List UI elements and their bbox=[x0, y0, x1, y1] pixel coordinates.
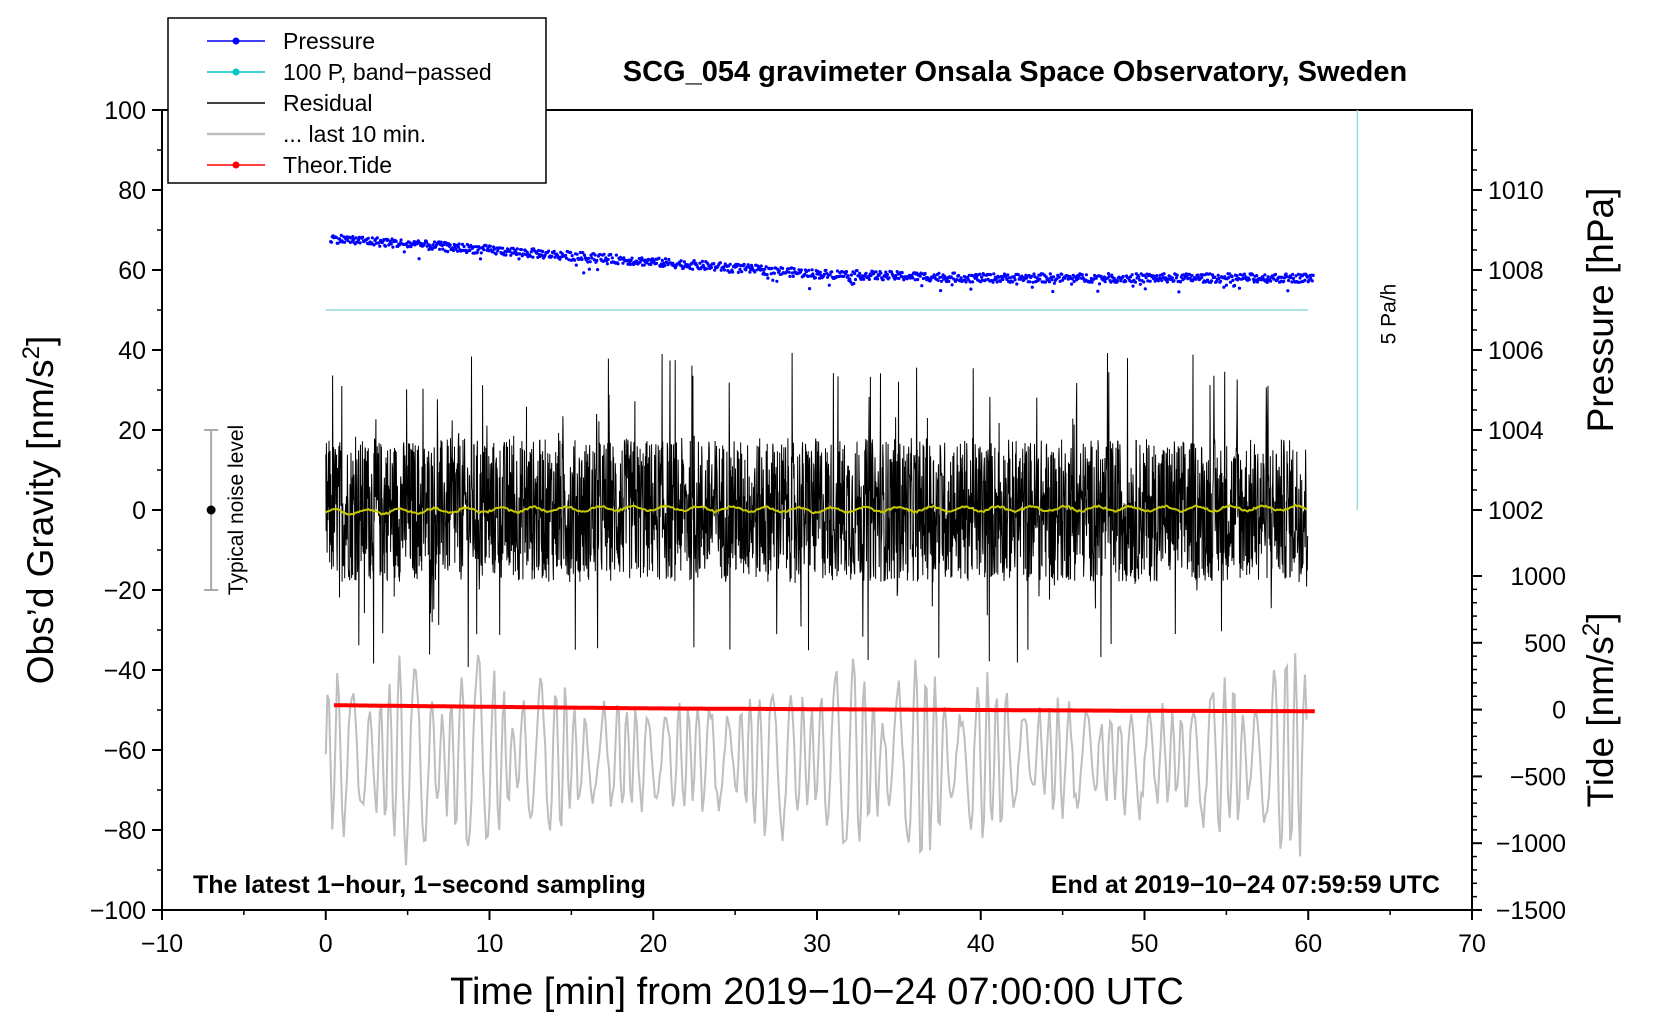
x-tick-label: 20 bbox=[639, 930, 667, 958]
x-axis-label: Time [min] from 2019−10−24 07:00:00 UTC bbox=[450, 971, 1184, 1013]
residual-series bbox=[325, 352, 1309, 668]
noise-level-bar: Typical noise level bbox=[204, 425, 248, 595]
legend-label: 100 P, band−passed bbox=[283, 59, 492, 85]
x-tick-label: 60 bbox=[1294, 930, 1322, 958]
rate-scale: 5 Pa/h bbox=[1356, 110, 1400, 510]
pressure-tick-label: 1004 bbox=[1488, 417, 1544, 445]
y-tick-label: 100 bbox=[104, 97, 146, 125]
legend-marker bbox=[232, 37, 240, 45]
pressure-tick-label: 1002 bbox=[1488, 497, 1544, 525]
last-10-min-line bbox=[324, 653, 1308, 866]
pressure-points bbox=[329, 233, 1315, 294]
y-tick-label: 0 bbox=[132, 497, 146, 525]
tide-tick-label: −500 bbox=[1510, 763, 1566, 791]
y-axis-gravity: −100 −80 −60 −40 −20 0 20 40 60 80 100 bbox=[90, 97, 162, 925]
pressure-tick-label: 1010 bbox=[1488, 177, 1544, 205]
pressure-axis-label: Pressure [hPa] bbox=[1580, 188, 1621, 433]
y-tick-label: −60 bbox=[104, 737, 146, 765]
legend-label: ... last 10 min. bbox=[283, 121, 426, 147]
noise-bar-point bbox=[206, 505, 216, 515]
tide-tick-label: 1000 bbox=[1510, 563, 1566, 591]
y-tick-label: −100 bbox=[90, 897, 146, 925]
end-time-annotation: End at 2019−10−24 07:59:59 UTC bbox=[1051, 871, 1440, 899]
legend-marker bbox=[232, 68, 240, 76]
y-tick-label: −40 bbox=[104, 657, 146, 685]
theor-tide-line bbox=[333, 703, 1315, 714]
y-tick-label: −20 bbox=[104, 577, 146, 605]
y-axis-label-end: ] bbox=[20, 336, 61, 346]
sampling-annotation: The latest 1−hour, 1−second sampling bbox=[193, 871, 646, 899]
x-tick-label: 70 bbox=[1458, 930, 1486, 958]
y-tick-label: −80 bbox=[104, 817, 146, 845]
tide-tick-label: 500 bbox=[1524, 630, 1566, 658]
residual-line bbox=[325, 352, 1309, 668]
y-axis-tide: −1500 −1000 −500 0 500 1000 bbox=[1472, 563, 1566, 925]
y-axis-label-sup: 2 bbox=[18, 346, 45, 359]
x-tick-label: 0 bbox=[319, 930, 333, 958]
y-tick-label: 40 bbox=[118, 337, 146, 365]
legend-box bbox=[167, 17, 547, 184]
residual-smoothed-series bbox=[325, 503, 1308, 516]
pressure-tick-label: 1006 bbox=[1488, 337, 1544, 365]
tide-axis-label-sup: 2 bbox=[1578, 623, 1605, 636]
y-axis-label: Obs’d Gravity [nm/s2] bbox=[18, 336, 61, 685]
tide-axis-label-end: ] bbox=[1580, 613, 1621, 623]
x-axis: −10 0 10 20 30 40 50 60 70 bbox=[141, 910, 1486, 958]
theor-tide-series bbox=[333, 703, 1315, 714]
x-tick-label: 30 bbox=[803, 930, 831, 958]
x-tick-label: 10 bbox=[476, 930, 504, 958]
legend-label: Pressure bbox=[283, 28, 375, 54]
tide-axis-label: Tide [nm/s2] bbox=[1578, 613, 1621, 808]
chart-title: SCG_054 gravimeter Onsala Space Observat… bbox=[623, 56, 1407, 88]
residual-smoothed-line bbox=[325, 503, 1308, 516]
tide-tick-label: −1500 bbox=[1496, 897, 1566, 925]
rate-scale-label: 5 Pa/h bbox=[1377, 284, 1400, 345]
tide-tick-label: −1000 bbox=[1496, 830, 1566, 858]
y-tick-label: 20 bbox=[118, 417, 146, 445]
x-tick-label: 40 bbox=[967, 930, 995, 958]
legend-label: Residual bbox=[283, 90, 373, 116]
x-tick-label: −10 bbox=[141, 930, 183, 958]
y-tick-label: 80 bbox=[118, 177, 146, 205]
x-tick-label: 50 bbox=[1131, 930, 1159, 958]
legend-marker bbox=[232, 161, 240, 169]
last-10-min-series bbox=[324, 653, 1308, 866]
pressure-tick-label: 1008 bbox=[1488, 257, 1544, 285]
legend: Pressure 100 P, band−passed Residual ... la… bbox=[167, 17, 547, 184]
tide-tick-label: 0 bbox=[1552, 697, 1566, 725]
noise-bar-label: Typical noise level bbox=[225, 425, 248, 595]
pressure-series bbox=[329, 233, 1315, 294]
legend-label: Theor.Tide bbox=[283, 152, 392, 178]
y-axis-pressure: 1002 1004 1006 1008 1010 bbox=[1472, 149, 1544, 525]
y-tick-label: 60 bbox=[118, 257, 146, 285]
